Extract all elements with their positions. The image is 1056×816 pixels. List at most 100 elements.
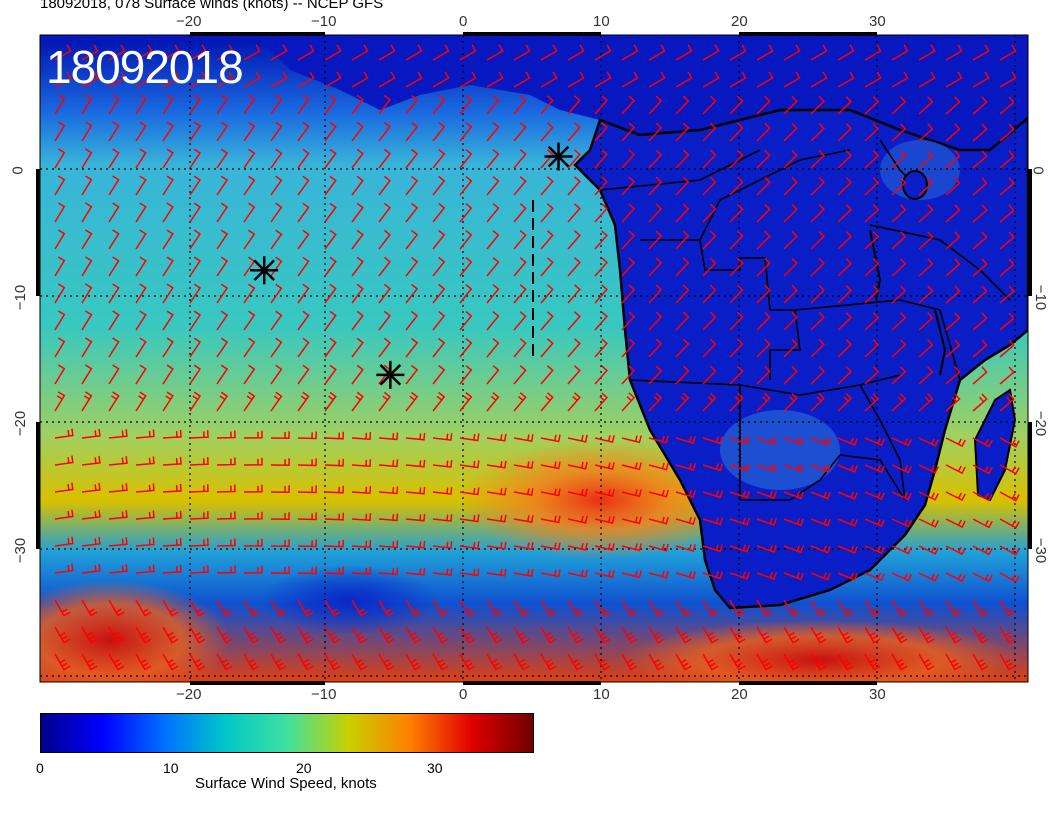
wind-barb-icon: [945, 626, 962, 644]
wind-barb-icon: [594, 435, 615, 444]
wind-barb-icon: [81, 509, 101, 520]
wind-barb-icon: [189, 511, 209, 520]
wind-barb-icon: [864, 653, 881, 671]
wind-barb-icon: [891, 231, 907, 250]
wind-barb-icon: [243, 283, 256, 304]
wind-barb-icon: [135, 364, 147, 385]
wind-barb-icon: [972, 204, 988, 223]
wind-barb-icon: [810, 176, 825, 196]
wind-barb-icon: [972, 653, 989, 671]
wind-barb-icon: [621, 284, 636, 304]
wind-barb-icon: [270, 121, 283, 142]
wind-barb-icon: [459, 514, 480, 523]
wind-barb-icon: [405, 486, 426, 495]
wind-barb-icon: [810, 437, 831, 446]
wind-barb-icon: [54, 337, 66, 358]
wind-barb-icon: [567, 95, 581, 115]
lat-tick-left: −20: [12, 410, 30, 437]
wind-barb-icon: [243, 391, 256, 412]
wind-barb-icon: [567, 71, 585, 88]
wind-barb-icon: [378, 202, 391, 223]
wind-barb-icon: [810, 338, 825, 358]
wind-barb-icon: [459, 230, 473, 250]
wind-barb-icon: [135, 121, 147, 142]
wind-barb-icon: [945, 312, 961, 331]
wind-barb-icon: [351, 364, 364, 385]
wind-barb-icon: [486, 338, 500, 358]
wind-barb-icon: [108, 429, 128, 439]
wind-barb-icon: [378, 310, 391, 331]
wind-barb-icon: [567, 122, 581, 142]
wind-barb-icon: [648, 516, 669, 525]
wind-barb-icon: [729, 490, 751, 499]
wind-barb-icon: [972, 258, 988, 277]
wind-barb-icon: [216, 364, 229, 385]
wind-barb-icon: [864, 71, 882, 88]
wind-barb-icon: [864, 44, 882, 61]
wind-barb-icon: [594, 95, 608, 115]
wind-barb-icon: [459, 95, 473, 115]
wind-barb-icon: [81, 364, 93, 385]
wind-barb-icon: [486, 311, 500, 331]
wind-barb-icon: [810, 257, 825, 277]
wind-barb-icon: [189, 229, 202, 250]
wind-barb-icon: [837, 464, 858, 473]
wind-barb-icon: [540, 653, 557, 671]
wind-barb-icon: [675, 311, 690, 331]
wind-barb-icon: [783, 464, 805, 473]
wind-barb-icon: [864, 572, 885, 582]
wind-barb-icon: [891, 626, 908, 644]
wind-barb-icon: [54, 455, 74, 466]
wind-barb-icon: [999, 123, 1015, 142]
wind-barb-icon: [216, 44, 234, 61]
wind-barb-icon: [162, 391, 174, 412]
wind-barb-icon: [756, 176, 771, 196]
wind-barb-icon: [540, 626, 557, 644]
wind-barb-icon: [945, 518, 966, 529]
wind-barb-icon: [756, 626, 773, 644]
wind-barb-icon: [594, 311, 608, 331]
wind-barb-icon: [918, 258, 934, 277]
wind-barb-icon: [837, 572, 858, 581]
wind-barb-icon: [459, 257, 473, 277]
wind-barb-icon: [918, 71, 936, 88]
wind-barb-icon: [108, 337, 120, 358]
wind-barb-icon: [540, 257, 554, 277]
wind-barb-icon: [729, 544, 751, 553]
wind-barb-icon: [297, 431, 317, 440]
wind-barb-icon: [432, 337, 446, 358]
wind-barb-icon: [918, 437, 939, 447]
wind-barb-icon: [945, 393, 961, 412]
lat-tick-right: 0: [1029, 166, 1047, 175]
wind-barb-icon: [540, 365, 554, 385]
wind-barb-icon: [972, 626, 989, 644]
wind-barb-icon: [999, 312, 1015, 331]
wind-barb-icon: [405, 229, 419, 250]
wind-barb-icon: [459, 541, 480, 550]
wind-barb-icon: [459, 460, 480, 469]
lon-tick-bottom: 10: [593, 686, 610, 703]
wind-barb-icon: [243, 121, 256, 142]
frame-scale-bars: [36, 32, 1032, 685]
wind-barb-icon: [108, 121, 120, 142]
wind-barb-icon: [945, 599, 962, 617]
wind-barb-icon: [81, 536, 101, 547]
wind-barb-icon: [378, 653, 395, 671]
wind-barb-icon: [486, 230, 500, 250]
wind-barb-icon: [621, 365, 636, 385]
wind-barb-icon: [837, 230, 853, 250]
wind-barb-icon: [108, 564, 128, 574]
wind-barb-icon: [432, 71, 450, 88]
wind-barb-icon: [648, 435, 669, 444]
wind-barb-icon: [702, 95, 717, 115]
wind-barb-icon: [648, 570, 669, 579]
wind-barb-icon: [891, 44, 909, 61]
wind-barb-icon: [162, 283, 174, 304]
wind-barb-icon: [486, 365, 500, 385]
wind-barb-icon: [891, 518, 912, 528]
wind-barb-icon: [567, 461, 588, 470]
wind-barb-icon: [216, 202, 229, 223]
wind-barb-icon: [756, 284, 771, 304]
wind-barb-icon: [270, 229, 283, 250]
wind-barb-icon: [378, 283, 391, 304]
